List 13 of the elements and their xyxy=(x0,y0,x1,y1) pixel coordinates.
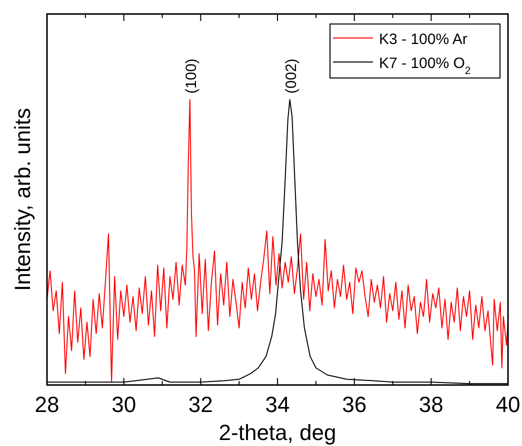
x-tick-label: 36 xyxy=(342,392,367,417)
annotation: (002) xyxy=(282,58,300,94)
x-tick-label: 38 xyxy=(418,392,444,417)
x-tick-label: 30 xyxy=(112,392,136,417)
x-tick-label: 32 xyxy=(188,392,213,417)
legend-label: K3 - 100% Ar xyxy=(379,31,468,48)
x-tick-label: 28 xyxy=(34,392,60,417)
legend-label: K7 - 100% O$_{2}$ xyxy=(379,55,471,77)
y-axis-title: Intensity, arb. units xyxy=(10,108,35,292)
x-tick-label: 34 xyxy=(265,392,290,417)
x-axis-title: 2-theta, deg xyxy=(218,420,336,445)
x-tick-label: 40 xyxy=(496,392,520,417)
annotation: (100) xyxy=(182,58,200,94)
